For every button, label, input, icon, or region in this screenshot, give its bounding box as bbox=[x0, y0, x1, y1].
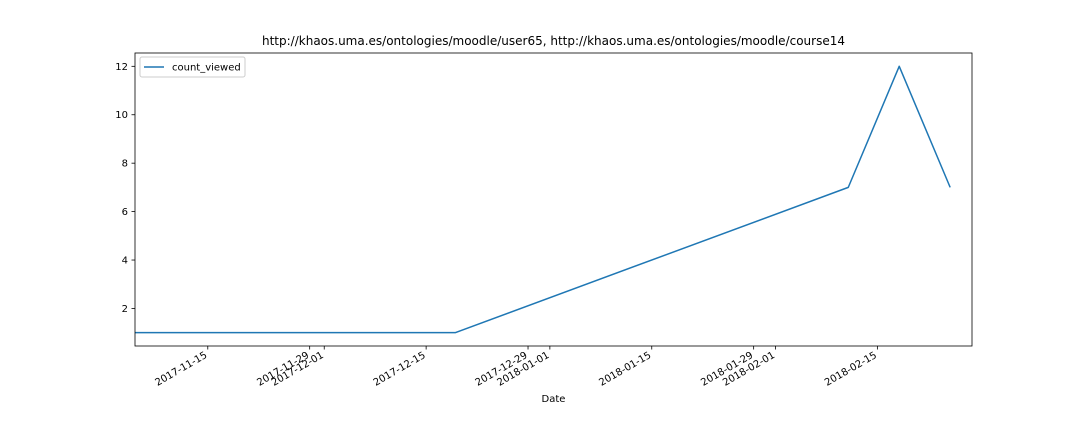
y-tick-label: 10 bbox=[115, 110, 128, 121]
legend-label: count_viewed bbox=[172, 63, 241, 74]
x-tick-label: 2018-02-15 bbox=[823, 350, 879, 389]
y-tick-label: 4 bbox=[122, 256, 128, 267]
plot-frame bbox=[134, 52, 973, 347]
chart-title: http://khaos.uma.es/ontologies/moodle/us… bbox=[262, 34, 845, 48]
x-tick-label: 2017-12-15 bbox=[372, 350, 428, 389]
x-tick-label: 2018-01-15 bbox=[597, 350, 653, 389]
series-line-count-viewed bbox=[135, 65, 951, 334]
x-axis-label: Date bbox=[542, 394, 566, 405]
y-tick-label: 2 bbox=[122, 304, 128, 315]
x-tick-label: 2017-11-15 bbox=[153, 350, 209, 389]
y-tick-label: 8 bbox=[122, 159, 128, 170]
y-tick-label: 6 bbox=[122, 207, 128, 218]
legend-box bbox=[139, 56, 246, 78]
y-tick-label: 12 bbox=[115, 62, 128, 73]
legend: count_viewed bbox=[139, 56, 246, 78]
